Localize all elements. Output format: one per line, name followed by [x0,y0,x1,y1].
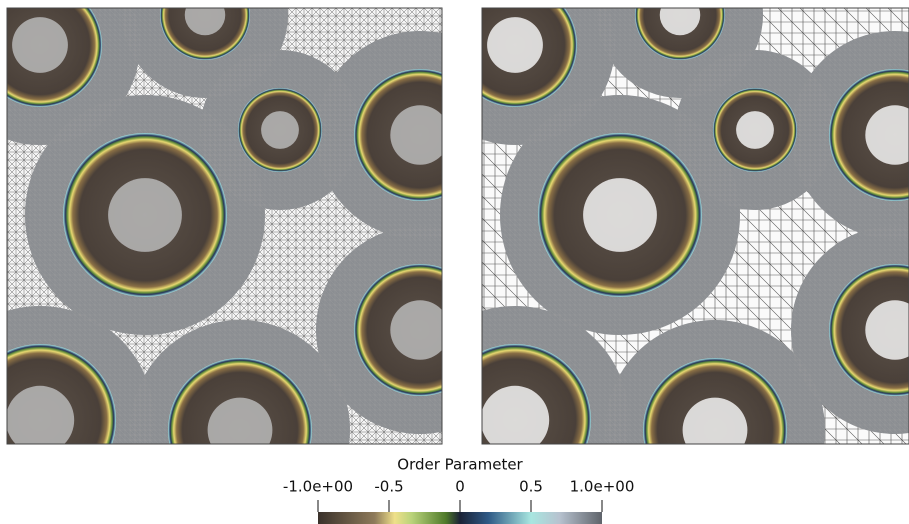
colorbar-tick-label: 0 [455,478,465,496]
droplet-core [390,105,449,164]
colorbar-tick-label: -1.0e+00 [283,478,353,496]
droplet-core [683,398,748,463]
droplet-core [108,178,182,252]
droplet-core [736,111,774,149]
colorbar-tick-label: 0.5 [519,478,543,496]
colorbar-tick-label: 1.0e+00 [570,478,635,496]
mesh-panel-adaptive [401,0,909,524]
droplet-core [583,178,657,252]
droplet-core [487,17,543,73]
droplet-core [12,17,68,73]
droplet-core [390,300,449,359]
colorbar-tick-label: -0.5 [374,478,403,496]
colorbar-title: Order Parameter [397,456,523,474]
mesh-panel-fine [0,0,524,524]
colorbar-ramp [318,512,602,524]
screenshot: Order Parameter -1.0e+00 -0.5 0 0.5 1.0e+00 [0,0,909,524]
colorbar: Order Parameter -1.0e+00 -0.5 0 0.5 1.0e+00 [283,456,634,524]
droplet-core [261,111,299,149]
droplet-core [208,398,273,463]
